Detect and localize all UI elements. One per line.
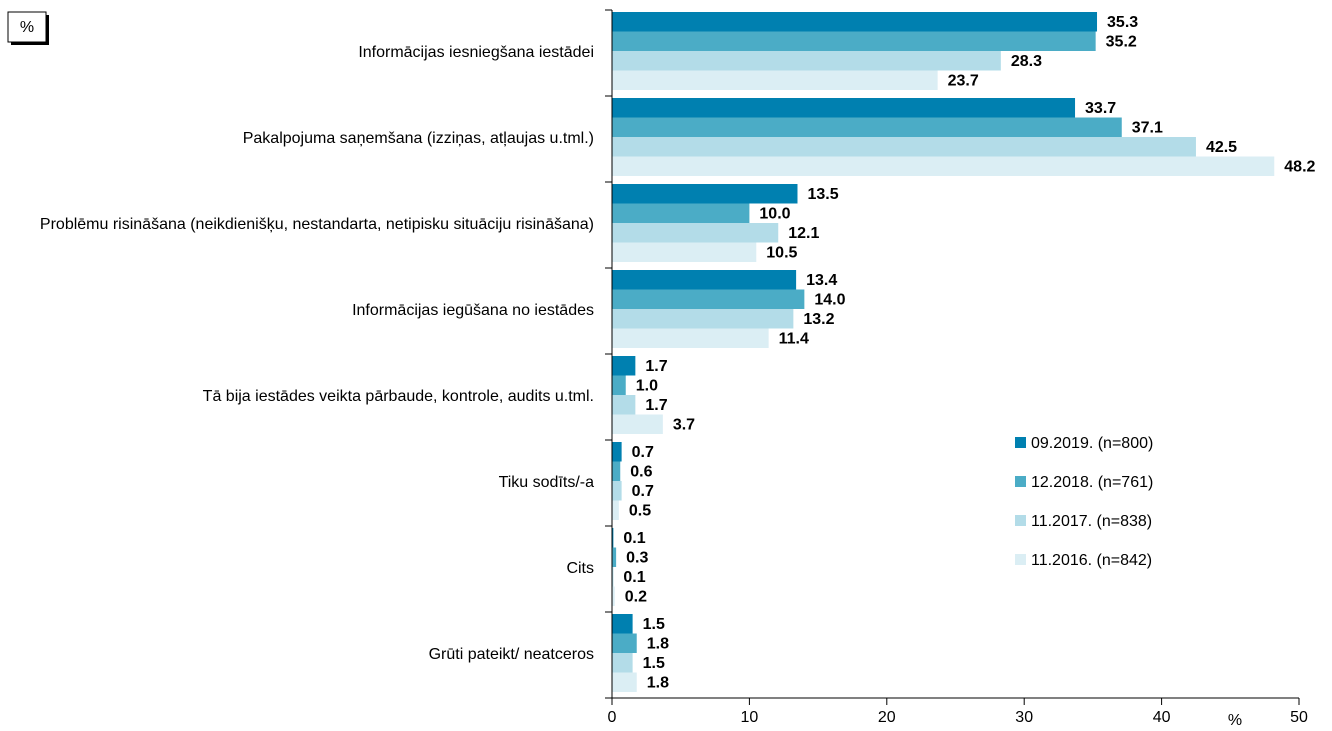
value-label: 48.2 xyxy=(1284,158,1315,175)
value-label: 1.7 xyxy=(645,397,667,414)
value-label: 23.7 xyxy=(948,72,979,89)
bar xyxy=(612,653,633,673)
value-label: 10.5 xyxy=(766,244,797,261)
value-label: 33.7 xyxy=(1085,100,1116,117)
x-tick-label: 50 xyxy=(1290,709,1308,726)
bar xyxy=(612,462,620,482)
chart-wrap: % % 35.3 35.2 28.3 23.7 33.7 37.1 42.5 48.2 13.5… xyxy=(0,0,1332,731)
value-label: 1.8 xyxy=(647,635,669,652)
value-label: 14.0 xyxy=(814,291,845,308)
value-label: 37.1 xyxy=(1132,119,1163,136)
bar xyxy=(612,395,635,415)
category-label-box: Cits xyxy=(566,559,594,579)
bar xyxy=(612,118,1122,138)
value-label: 1.0 xyxy=(636,377,658,394)
value-label: 35.2 xyxy=(1106,33,1137,50)
bar xyxy=(612,329,769,349)
legend-swatch xyxy=(1015,515,1026,526)
category-label-box: Tā bija iestādes veikta pārbaude, kontro… xyxy=(203,387,594,407)
x-tick-label: 20 xyxy=(878,709,896,726)
value-label: 0.1 xyxy=(623,530,645,547)
bar xyxy=(612,501,619,521)
value-label: 3.7 xyxy=(673,416,695,433)
category-label: Problēmu risināšana (neikdienišķu, nesta… xyxy=(40,215,594,235)
legend-swatch xyxy=(1015,476,1026,487)
category-label-box: Informācijas iegūšana no iestādes xyxy=(352,301,594,321)
category-label: Tiku sodīts/-a xyxy=(499,473,594,493)
category-label-box: Informācijas iesniegšana iestādei xyxy=(358,43,594,63)
category-label: Cits xyxy=(566,559,594,579)
bar xyxy=(612,290,804,310)
bar xyxy=(612,673,637,693)
legend-label: 11.2016. (n=842) xyxy=(1031,552,1152,569)
category-label: Informācijas iegūšana no iestādes xyxy=(352,301,594,321)
bar xyxy=(612,243,756,263)
x-tick-label: 0 xyxy=(608,709,617,726)
value-label: 13.2 xyxy=(803,311,834,328)
bar xyxy=(612,376,626,396)
bar xyxy=(612,51,1001,71)
legend-label: 12.2018. (n=761) xyxy=(1031,474,1153,491)
category-label-box: Pakalpojuma saņemšana (izziņas, atļaujas… xyxy=(243,129,594,149)
legend-label: 09.2019. (n=800) xyxy=(1031,435,1153,452)
value-label: 35.3 xyxy=(1107,14,1138,31)
bar xyxy=(612,481,622,501)
bar xyxy=(612,12,1097,32)
category-label-box: Tiku sodīts/-a xyxy=(499,473,594,493)
legend-swatch xyxy=(1015,554,1026,565)
category-label: Tā bija iestādes veikta pārbaude, kontro… xyxy=(203,387,594,407)
value-label: 13.5 xyxy=(807,186,838,203)
value-label: 0.2 xyxy=(625,588,647,605)
x-axis-label: % xyxy=(1228,712,1242,729)
value-label: 0.6 xyxy=(630,463,652,480)
x-tick-label: 30 xyxy=(1015,709,1033,726)
x-tick-label: 40 xyxy=(1153,709,1171,726)
bar xyxy=(612,98,1075,118)
value-label: 1.7 xyxy=(645,358,667,375)
value-label: 1.8 xyxy=(647,674,669,691)
value-label: 1.5 xyxy=(643,655,665,672)
bar xyxy=(612,309,793,329)
value-label: 10.0 xyxy=(759,205,790,222)
legend-swatch xyxy=(1015,437,1026,448)
unit-box-shadow xyxy=(11,42,49,45)
value-label: 11.4 xyxy=(779,330,809,347)
bar xyxy=(612,548,616,568)
unit-box-shadow xyxy=(46,15,49,45)
legend-label: 11.2017. (n=838) xyxy=(1031,513,1152,530)
category-label: Grūti pateikt/ neatceros xyxy=(429,645,594,665)
value-label: 28.3 xyxy=(1011,53,1042,70)
value-label: 1.5 xyxy=(643,616,665,633)
category-label: Pakalpojuma saņemšana (izziņas, atļaujas… xyxy=(243,129,594,149)
bar xyxy=(612,270,796,290)
bar xyxy=(612,223,778,243)
unit-label: % xyxy=(20,19,34,36)
value-label: 12.1 xyxy=(788,225,819,242)
bar xyxy=(612,157,1274,177)
value-label: 0.5 xyxy=(629,502,651,519)
bar xyxy=(612,415,663,435)
value-label: 0.3 xyxy=(626,549,648,566)
bar xyxy=(612,32,1096,52)
value-label: 13.4 xyxy=(806,272,837,289)
category-label-box: Grūti pateikt/ neatceros xyxy=(429,645,594,665)
bar xyxy=(612,442,622,462)
value-label: 0.1 xyxy=(623,569,645,586)
category-label-box: Problēmu risināšana (neikdienišķu, nesta… xyxy=(40,215,594,235)
bar xyxy=(612,184,797,204)
value-label: 0.7 xyxy=(632,444,654,461)
value-label: 42.5 xyxy=(1206,139,1237,156)
x-tick-label: 10 xyxy=(741,709,759,726)
bar xyxy=(612,204,749,224)
value-label: 0.7 xyxy=(632,483,654,500)
bar xyxy=(612,71,938,91)
category-label: Informācijas iesniegšana iestādei xyxy=(358,43,594,63)
bar xyxy=(612,614,633,634)
chart: % % 35.3 35.2 28.3 23.7 33.7 37.1 42.5 48.2 13.5… xyxy=(0,0,1332,731)
bar xyxy=(612,137,1196,157)
bar xyxy=(612,634,637,654)
bar xyxy=(612,356,635,376)
